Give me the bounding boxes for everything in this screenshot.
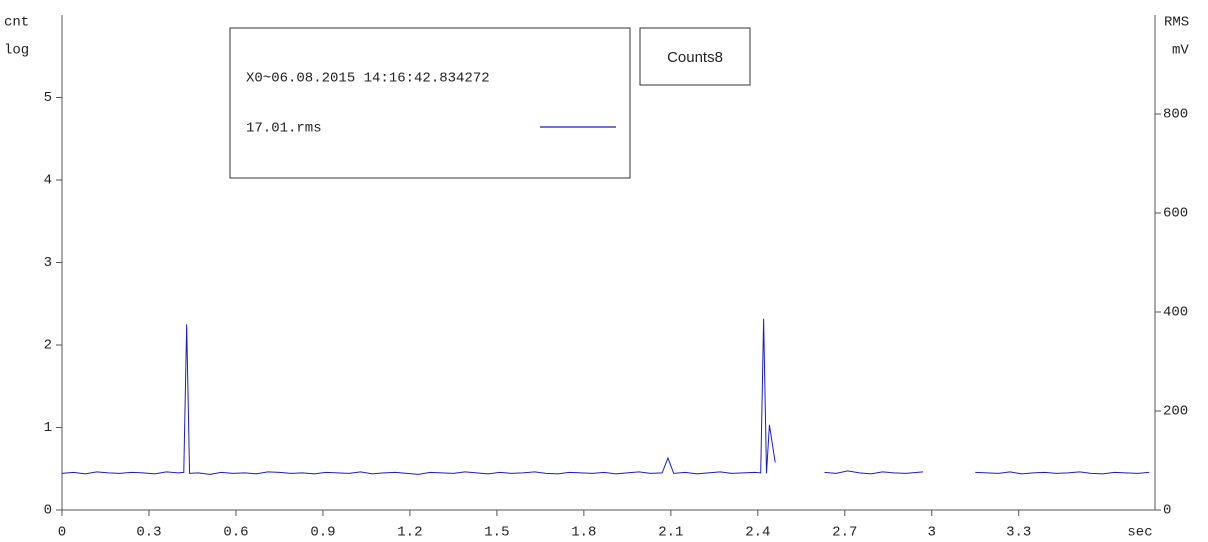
y-tick-label: 1: [44, 420, 52, 436]
y-label: log: [4, 43, 29, 59]
x-label: sec: [1127, 525, 1152, 541]
y-tick-label: 5: [44, 90, 52, 106]
y-tick-label: 3: [44, 255, 52, 271]
x-tick-label: 0.3: [136, 525, 161, 541]
y2-label: mV: [1172, 43, 1189, 59]
y2-label: RMS: [1164, 15, 1189, 31]
x-tick-label: 1.8: [571, 525, 596, 541]
y-label: cnt: [4, 15, 29, 31]
x-tick-label: 2.4: [745, 525, 770, 541]
y2-tick-label: 0: [1163, 503, 1171, 519]
y-tick-label: 0: [44, 503, 52, 519]
legend-label: 17.01.rms: [246, 121, 322, 137]
y2-tick-label: 400: [1163, 305, 1188, 321]
x-tick-label: 2.1: [658, 525, 683, 541]
x-tick-label: 0.6: [223, 525, 248, 541]
y-tick-label: 2: [44, 338, 52, 354]
y2-tick-label: 200: [1163, 404, 1188, 420]
y-tick-label: 4: [44, 173, 52, 189]
title-box: [639, 27, 751, 86]
x-tick-label: 1.5: [484, 525, 509, 541]
data-line: [61, 318, 1150, 475]
x-tick-label: 0.9: [310, 525, 335, 541]
x-tick-label: 2.7: [832, 525, 857, 541]
x-tick-label: 3.3: [1006, 525, 1031, 541]
legend-box: [229, 27, 631, 179]
x-tick-label: 1.2: [397, 525, 422, 541]
x-tick-label: 3: [928, 525, 936, 541]
legend-title: X0~06.08.2015 14:16:42.834272: [246, 71, 490, 87]
chart-title: Counts8: [667, 49, 723, 66]
y2-tick-label: 800: [1163, 107, 1188, 123]
y2-tick-label: 600: [1163, 206, 1188, 222]
x-tick-label: 0: [58, 525, 66, 541]
